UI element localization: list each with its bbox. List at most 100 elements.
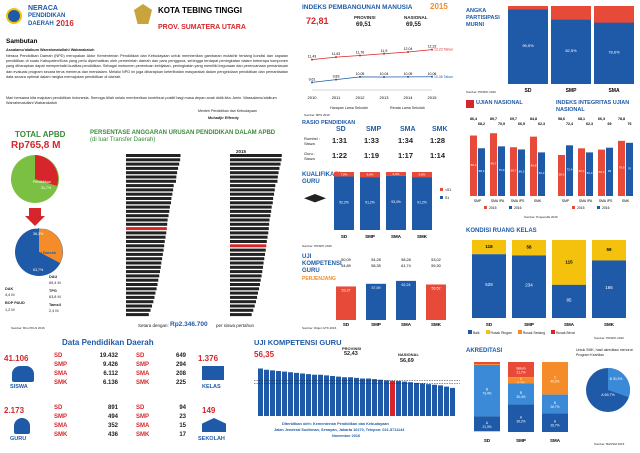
anggaran-bar-2015	[230, 162, 281, 166]
ipm-point	[335, 78, 337, 81]
ipm-point	[311, 58, 313, 61]
kualifikasi-section: KUALIFIKASI GURU 7,8% 92,2% SD 8,8% 91,2% SMP…	[300, 166, 462, 250]
un-top-label: 89,7	[490, 117, 497, 121]
anggaran-bar	[126, 214, 169, 218]
ukg-big-bar-local	[390, 380, 395, 416]
un-bar	[490, 133, 497, 196]
ipm-point	[359, 54, 361, 57]
sekolah-value: 94	[179, 405, 186, 411]
ukg-small-category: SD	[343, 322, 350, 327]
akreditasi-category: SMP	[516, 438, 526, 443]
sekolah-row: SMP 23	[136, 413, 186, 422]
sekolah-level: SD	[136, 405, 145, 411]
kelas-level: SMP	[136, 362, 150, 368]
sambutan-paragraph-1: Neraca Pendidikan Daerah (NPD) merupakan…	[6, 54, 289, 79]
kualifikasi-bar-s1	[412, 177, 432, 230]
integritas-bar	[606, 147, 613, 196]
integritas-bar	[558, 154, 565, 196]
ukg-big-prov-label: PROVINSI	[342, 346, 362, 351]
ukg-small-prov: 50,09	[341, 258, 351, 262]
akreditasi-section: AKREDITASI B 73,4% A 21,3% SD Belum 21,7% C 8,7%…	[464, 346, 638, 452]
anggaran-bar	[126, 218, 168, 222]
sambutan-sign-title: Menteri Pendidikan dan Kebudayaan	[198, 109, 257, 113]
anggaran-bar-2015	[230, 274, 262, 278]
anggaran-bar-2015	[230, 218, 270, 222]
sekolah-row: SMA 15	[136, 422, 186, 431]
integritas-legend: 2016	[602, 206, 610, 210]
guru-value: 352	[107, 423, 118, 429]
anggaran-bar-2015	[230, 248, 266, 252]
kelas-value: 294	[175, 362, 186, 368]
guru-row: SMP 494	[54, 413, 118, 422]
apm-bar-label: 95,5%	[522, 43, 534, 48]
integritas-bar-label: 78,8	[619, 165, 625, 169]
anggaran-bar-2015	[230, 270, 263, 274]
apm-bar-label: 82,5%	[565, 48, 577, 53]
title-year: 2016	[56, 19, 74, 28]
kualifikasi-legend-swatch	[440, 196, 443, 199]
apm-section: ANGKA PARTISIPASI MURNI 95,5% SD 82,5% SMP 7…	[464, 2, 638, 98]
sekolah-label: SEKOLAH	[198, 436, 225, 442]
anggaran-bar-2015	[230, 171, 279, 175]
kualifikasi-label-s1: 91,2%	[365, 201, 375, 205]
kualifikasi-title2: GURU	[302, 179, 320, 185]
ruang-legend-sedang: Rusak Sedang	[517, 330, 545, 335]
anggaran-bar	[126, 192, 173, 196]
garuda-icon	[134, 4, 152, 24]
akreditasi-bar-name: B	[554, 401, 556, 405]
anggaran-bar-2015	[230, 283, 260, 286]
un-category: SMA IPA	[491, 199, 505, 203]
sekolah-value: 23	[179, 414, 186, 420]
ruang-bar-baik	[592, 260, 626, 318]
integritas-legend-swatch	[597, 206, 600, 209]
siswa-value: 19.432	[99, 353, 118, 359]
ruang-label-ringan: 58	[526, 245, 532, 250]
anggaran-bar-2015	[230, 291, 258, 295]
ukg-small-bar	[336, 286, 356, 320]
anggaran-bar	[126, 278, 159, 282]
ukg-small-nas: 59,30	[431, 264, 441, 268]
anggaran-year: 2015	[236, 149, 247, 154]
anggaran-bar-2015	[230, 201, 273, 205]
ukg-big-nas-val: 56,69	[400, 358, 414, 364]
guru-total: 2.173	[4, 406, 25, 415]
kelas-row: SMA 208	[136, 370, 186, 379]
akreditasi-bar	[474, 365, 500, 417]
dana-daerah-val: 36,3%	[33, 232, 44, 236]
ukg-big-nas-label: NASIONAL	[398, 352, 419, 357]
ruang-label-baik: 85	[566, 297, 572, 302]
ukg-small-bar	[366, 283, 386, 320]
kualifikasi-label-lt-s1: 8,8%	[367, 173, 374, 177]
kualifikasi-legend: S1	[445, 196, 449, 200]
ipm-legend-2: Rerata Lama Sekolah	[390, 106, 425, 110]
ipm-local: 72,81	[306, 16, 329, 26]
apm-source: Sumber: PDSPK 2016	[466, 90, 496, 94]
kelas-value: 208	[175, 371, 186, 377]
kualifikasi-chart: 7,8% 92,2% SD 8,8% 91,2% SMP 6,6% 93,4% SMA 8,8% 9…	[334, 172, 451, 239]
akreditasi-smk-pie: A 69,7% B 30,3%	[586, 368, 630, 412]
akreditasi-bar-name: B	[520, 391, 522, 395]
sekolah-value: 17	[179, 432, 186, 438]
akreditasi-bar	[508, 404, 534, 432]
akreditasi-pie-label-b: B 30,3%	[610, 377, 623, 381]
kualifikasi-category: SD	[341, 234, 348, 239]
guru-level: SMP	[54, 414, 68, 420]
kualifikasi-label-lt-s1: 8,8%	[419, 173, 426, 177]
guru-icon	[14, 418, 30, 434]
kualifikasi-source: Sumber: PDSPK 2016	[302, 244, 332, 248]
rasio-title: RASIO PENDIDIKAN	[302, 120, 356, 126]
anggaran-bar-2015	[230, 304, 255, 308]
un-section: UJIAN NASIONAL INDEKS INTEGRITAS UJIAN N…	[464, 100, 638, 224]
ipm-point-label: 10,05	[404, 72, 413, 76]
rasio-row1-label: Rombel : Siswa	[304, 136, 320, 146]
ukg-big-bar	[288, 372, 293, 416]
anggaran-bar-2015	[230, 300, 256, 304]
anggaran-bar	[126, 158, 181, 162]
dana-daerah-label: Dana Daerah	[29, 226, 53, 230]
ipm-x-tick: 2011	[332, 95, 341, 100]
ipm-year: 2015	[430, 2, 448, 11]
kualifikasi-label-lt-s1: 6,6%	[393, 172, 400, 176]
un-top-label: 62,3	[538, 122, 545, 126]
integritas-legend-swatch	[572, 206, 575, 209]
ukg-small-prov: 53,02	[431, 258, 441, 262]
